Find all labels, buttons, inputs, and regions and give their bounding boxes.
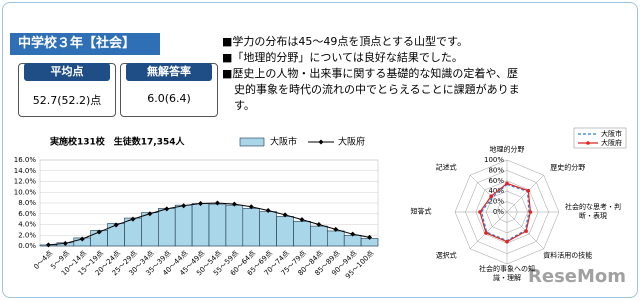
radar-marker (524, 229, 528, 233)
line-marker (181, 203, 187, 209)
line-marker (147, 211, 153, 217)
r-tick-label: 100% (484, 156, 504, 164)
y-tick-label: 10.0% (14, 188, 37, 196)
legend-label: 大阪府 (338, 136, 365, 148)
line-marker (198, 201, 204, 207)
axis-label: 社会的事象への知識・理解 (479, 265, 535, 282)
axis-label: 地理的分野 (489, 145, 525, 154)
radar-marker (505, 239, 509, 244)
bar (276, 216, 294, 247)
line-marker (113, 222, 119, 228)
axis-label: 歴史的分野 (550, 163, 586, 172)
radar-marker (478, 210, 482, 214)
bar (174, 204, 193, 247)
y-tick-label: 2.0% (18, 231, 36, 239)
line-marker (62, 240, 68, 246)
line-marker (164, 206, 170, 212)
legend-frame (573, 127, 627, 149)
radar-marker (526, 188, 531, 193)
y-tick-label: 14.0% (14, 167, 37, 175)
series-line (48, 202, 370, 246)
y-tick-label: 8.0% (18, 199, 36, 207)
y-tick-label: 16.0% (14, 156, 37, 164)
bar (208, 203, 227, 247)
bar (326, 230, 345, 247)
line-marker (214, 200, 220, 206)
line-marker (299, 217, 305, 223)
r-tick-label: 80% (488, 166, 504, 174)
line-marker (282, 212, 288, 218)
stat-box: 無解答率 6.0(6.4) (120, 63, 218, 117)
note: ■歴史上の人物・出来事に関する基礎的な知識の定着や、歴史的事象を時代の流れの中で… (222, 67, 520, 112)
notes: ■学力の分布は45～49点を頂点とする山型です。 ■「地理的分野」については良好… (222, 34, 522, 114)
radar-marker (489, 194, 493, 198)
r-tick-label: 40% (488, 187, 504, 195)
page-title: 中学校３年【社会】 (10, 33, 160, 55)
bar (343, 234, 362, 247)
bar (225, 204, 244, 247)
y-tick-label: 6.0% (18, 210, 36, 218)
bar (242, 208, 261, 247)
line-marker (248, 204, 254, 210)
legend-label: 大阪府 (601, 138, 622, 147)
legend-label: 大阪市 (601, 129, 622, 138)
legend-marker (318, 139, 324, 145)
legend-marker (586, 141, 590, 145)
bar (310, 225, 328, 247)
legend-swatch (239, 137, 265, 147)
radar-axis (470, 211, 508, 249)
axis-label: 記述式 (435, 163, 457, 172)
axis-label: 選択式 (435, 251, 457, 260)
stat-label: 無解答率 (126, 63, 212, 81)
line-marker (333, 226, 339, 232)
radar-marker (528, 210, 533, 214)
bar (141, 212, 159, 247)
line-marker (367, 234, 373, 240)
line-marker (96, 229, 102, 235)
line-marker (265, 208, 271, 214)
watermark: ReseMom (528, 266, 627, 287)
r-tick-label: 60% (488, 177, 504, 185)
y-tick-label: 12.0% (14, 178, 37, 186)
stat-value: 52.7(52.2)点 (32, 94, 102, 107)
chart-title: 実施校131校 生徒数17,354人 (50, 136, 186, 148)
y-tick-label: 4.0% (18, 221, 36, 229)
line-marker (130, 216, 136, 222)
radar-marker (484, 231, 488, 235)
bar (158, 208, 176, 247)
bar (293, 220, 311, 247)
radar-axis (470, 175, 508, 213)
bar (259, 211, 277, 247)
axis-label: 資料活用の技能 (543, 251, 593, 260)
line-marker (316, 222, 322, 227)
line-marker (45, 242, 51, 248)
bar (124, 217, 142, 247)
stat-box: 平均点 52.7(52.2)点 (18, 63, 116, 117)
legend-label: 大阪市 (270, 136, 297, 148)
radar-axis (506, 175, 544, 213)
y-tick-label: 0.0% (18, 242, 36, 250)
note: ■学力の分布は45～49点を頂点とする山型です。 (222, 35, 468, 48)
line-marker (350, 231, 356, 237)
axis-label: 短答式 (410, 207, 432, 216)
line-marker (231, 201, 237, 207)
line-marker (79, 236, 85, 242)
bar (191, 203, 210, 247)
note: ■「地理的分野」については良好な結果でした。 (222, 51, 463, 64)
stat-value: 6.0(6.4) (147, 92, 191, 105)
radar-marker (505, 181, 509, 186)
stat-label: 平均点 (24, 63, 110, 81)
axis-label: 社会的な思考・判断・表現 (565, 203, 621, 220)
